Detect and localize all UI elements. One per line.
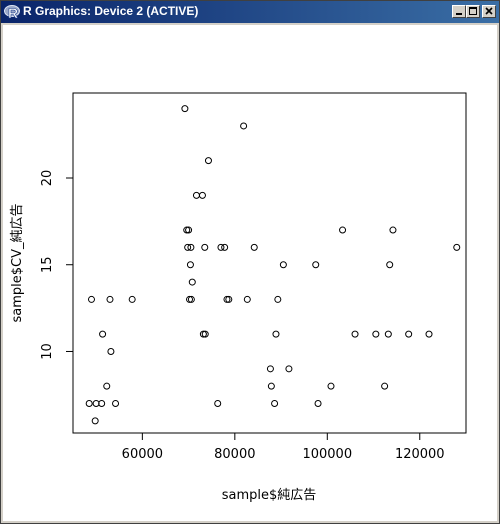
data-point (106, 295, 114, 303)
data-point (272, 330, 280, 338)
data-point (85, 400, 93, 408)
data-point (381, 382, 389, 390)
y-axis-label: sample$CV_純広告 (10, 203, 25, 322)
y-tick-label: 15 (40, 256, 55, 273)
data-point (198, 191, 206, 199)
data-point (386, 261, 394, 269)
data-point (389, 226, 397, 234)
data-point (192, 191, 200, 199)
data-point (187, 295, 195, 303)
data-point (405, 330, 413, 338)
data-point (201, 243, 209, 251)
x-tick-label: 100000 (302, 447, 352, 462)
data-point (221, 243, 229, 251)
plot-frame (72, 92, 467, 434)
data-point (266, 365, 274, 373)
data-point (103, 382, 111, 390)
maximize-icon (469, 7, 477, 15)
close-icon (485, 7, 493, 15)
data-point (99, 330, 107, 338)
data-point (183, 226, 191, 234)
data-point (107, 347, 115, 355)
data-point (285, 365, 293, 373)
data-point (314, 400, 322, 408)
data-point (186, 295, 194, 303)
data-point (240, 122, 248, 130)
minimize-icon (456, 13, 462, 15)
data-point (184, 243, 192, 251)
x-tick-label: 120000 (395, 447, 445, 462)
data-point (312, 261, 320, 269)
data-point (267, 382, 275, 390)
data-point (87, 295, 95, 303)
data-point (185, 226, 193, 234)
data-point (181, 105, 189, 113)
y-tick-label: 20 (40, 170, 55, 187)
data-point (279, 261, 287, 269)
data-point (186, 261, 194, 269)
r-logo-icon: R (4, 5, 20, 21)
data-point (243, 295, 251, 303)
maximize-button[interactable] (466, 5, 480, 18)
data-point (128, 295, 136, 303)
data-point (372, 330, 380, 338)
data-point (188, 278, 196, 286)
scatter-plot: 60000 80000 100000 120000 10 15 20 sample$純広告… (10, 92, 467, 503)
data-point (425, 330, 433, 338)
data-point (225, 295, 233, 303)
data-point (91, 417, 99, 425)
data-point (351, 330, 359, 338)
data-point (274, 295, 282, 303)
data-point (214, 400, 222, 408)
data-point (201, 330, 209, 338)
title-bar[interactable]: R R Graphics: Device 2 (ACTIVE) (1, 1, 499, 23)
data-point (339, 226, 347, 234)
data-point (453, 243, 461, 251)
data-point (199, 330, 207, 338)
data-point (187, 243, 195, 251)
window-title: R Graphics: Device 2 (ACTIVE) (23, 4, 199, 18)
data-point (250, 243, 258, 251)
data-point (223, 295, 231, 303)
minimize-button[interactable] (452, 5, 466, 18)
x-tick-label: 80000 (214, 447, 255, 462)
close-button[interactable] (482, 5, 496, 18)
data-point (384, 330, 392, 338)
svg-text:R: R (8, 5, 18, 21)
x-tick-label: 60000 (122, 447, 163, 462)
data-point (98, 400, 106, 408)
data-point (204, 157, 212, 165)
x-axis-label: sample$純広告 (222, 488, 317, 503)
data-point (217, 243, 225, 251)
y-tick-label: 10 (40, 343, 55, 360)
data-point (327, 382, 335, 390)
data-point (271, 400, 279, 408)
data-point (112, 400, 120, 408)
plot-area: 60000 80000 100000 120000 10 15 20 sample$純広告… (3, 25, 497, 521)
